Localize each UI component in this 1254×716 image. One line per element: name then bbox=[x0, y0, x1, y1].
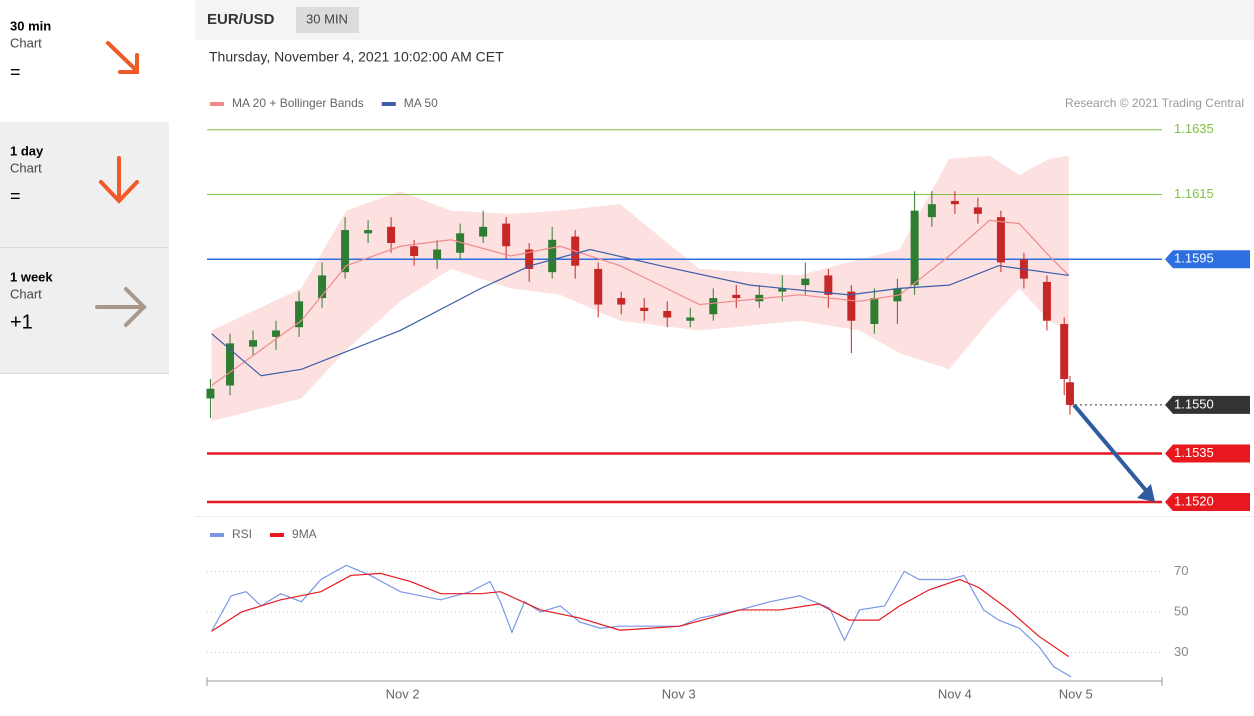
arrow-icon bbox=[95, 287, 147, 327]
sidebar-item[interactable] bbox=[0, 0, 169, 122]
candle-body bbox=[479, 226, 488, 237]
candle-body bbox=[272, 330, 281, 337]
level-label: 1.1615 bbox=[1174, 186, 1214, 201]
x-tick-label: Nov 5 bbox=[1059, 686, 1093, 701]
candle-body bbox=[617, 298, 626, 305]
level-label: 1.1550 bbox=[1174, 396, 1214, 411]
kind: Chart bbox=[10, 160, 42, 175]
x-tick-label: Nov 4 bbox=[938, 686, 972, 701]
x-tick-label: Nov 3 bbox=[662, 686, 696, 701]
legend-swatch bbox=[381, 102, 396, 106]
kind: Chart bbox=[10, 35, 42, 50]
level-label: 1.1520 bbox=[1174, 493, 1214, 508]
candle-body bbox=[364, 230, 373, 234]
legend-label: RSI bbox=[232, 527, 252, 541]
period: 1 day bbox=[10, 143, 44, 158]
candle-body bbox=[456, 233, 465, 253]
forecast-arrow bbox=[1072, 403, 1151, 496]
candle-body bbox=[847, 291, 856, 321]
candle-body bbox=[732, 294, 741, 299]
legend-swatch bbox=[210, 102, 224, 106]
candle-body bbox=[640, 307, 649, 312]
candle-body bbox=[870, 298, 879, 324]
rsi-line bbox=[211, 572, 1070, 658]
signal: = bbox=[10, 62, 21, 82]
candle-body bbox=[410, 246, 419, 256]
legend-swatch bbox=[270, 533, 285, 537]
rsi-line bbox=[211, 564, 1072, 678]
candle-body bbox=[295, 301, 304, 328]
candle-body bbox=[387, 226, 396, 244]
candle-body bbox=[1060, 323, 1069, 380]
arrow-icon bbox=[106, 41, 139, 74]
legend-label: MA 20 + Bollinger Bands bbox=[232, 96, 364, 110]
sidebar-item[interactable] bbox=[0, 122, 169, 247]
candle-body bbox=[206, 388, 215, 399]
forecast-arrowhead bbox=[1137, 484, 1155, 503]
level-label: 1.1635 bbox=[1174, 121, 1214, 136]
kind: Chart bbox=[10, 286, 42, 301]
symbol: EUR/USD bbox=[207, 11, 275, 28]
legend-label: 9MA bbox=[292, 527, 317, 541]
candle-body bbox=[433, 249, 442, 260]
candle-body bbox=[318, 275, 327, 299]
candle-body bbox=[249, 340, 258, 347]
candle-body bbox=[226, 343, 235, 386]
signal: +1 bbox=[10, 311, 33, 333]
candle-body bbox=[755, 294, 764, 302]
period: 1 week bbox=[10, 269, 53, 284]
level-label: 1.1535 bbox=[1174, 445, 1214, 460]
x-tick-label: Nov 2 bbox=[386, 686, 420, 701]
level-label: 1.1595 bbox=[1174, 251, 1214, 266]
interval-tab[interactable] bbox=[296, 7, 359, 33]
candle-body bbox=[950, 200, 959, 205]
candle-body bbox=[778, 288, 787, 292]
arrow-icon bbox=[99, 156, 139, 204]
candle-body bbox=[548, 239, 557, 273]
y-tick-label: 50 bbox=[1174, 603, 1188, 618]
period: 30 min bbox=[10, 18, 51, 33]
candle-body bbox=[801, 278, 810, 286]
candle-body bbox=[525, 249, 534, 269]
header-bar bbox=[195, 0, 1254, 40]
timestamp: Thursday, November 4, 2021 10:02:00 AM C… bbox=[209, 49, 504, 65]
y-tick-label: 30 bbox=[1174, 644, 1188, 659]
candle-body bbox=[686, 317, 695, 321]
legend-label: MA 50 bbox=[404, 96, 438, 110]
candle-body bbox=[341, 230, 350, 273]
y-tick-label: 70 bbox=[1174, 563, 1188, 578]
candle-body bbox=[502, 223, 511, 247]
level-badge bbox=[1165, 444, 1250, 463]
level-badge bbox=[1165, 250, 1250, 269]
signal: = bbox=[10, 186, 21, 206]
interval[interactable]: 30 MIN bbox=[306, 11, 348, 26]
candle-body bbox=[594, 268, 603, 305]
level-badge bbox=[1165, 493, 1250, 512]
ma-line bbox=[211, 219, 1070, 386]
candle-body bbox=[1042, 281, 1051, 321]
legend-swatch bbox=[210, 533, 224, 537]
candle-body bbox=[973, 207, 982, 214]
ma-line bbox=[211, 248, 1069, 377]
candle-body bbox=[663, 311, 672, 318]
credit: Research © 2021 Trading Central bbox=[1065, 96, 1244, 110]
bollinger-band bbox=[211, 155, 1069, 422]
candle-body bbox=[824, 275, 833, 295]
candle-body bbox=[996, 217, 1005, 263]
candle-body bbox=[910, 210, 919, 286]
candle-body bbox=[927, 204, 936, 218]
candle-body bbox=[709, 298, 718, 315]
candle-body bbox=[1065, 382, 1074, 405]
level-badge bbox=[1165, 395, 1250, 414]
